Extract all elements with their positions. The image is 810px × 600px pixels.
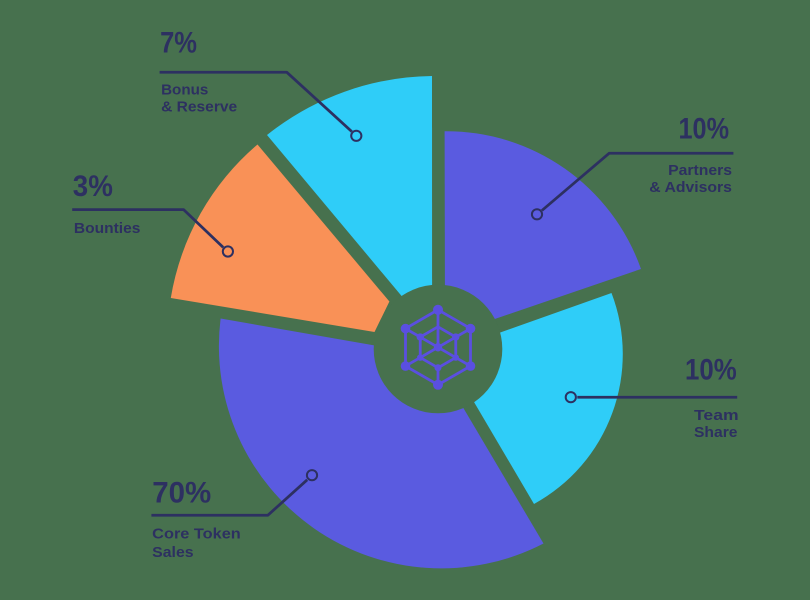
svg-text:Sales: Sales — [152, 545, 193, 561]
svg-text:3%: 3% — [73, 170, 113, 203]
svg-text:10%: 10% — [685, 353, 737, 386]
svg-text:Team: Team — [694, 408, 739, 424]
svg-text:& Advisors: & Advisors — [649, 180, 732, 196]
svg-text:Bonus: Bonus — [161, 82, 208, 98]
svg-text:70%: 70% — [152, 477, 211, 510]
svg-text:Bounties: Bounties — [74, 221, 141, 237]
svg-text:Core Token: Core Token — [152, 526, 241, 542]
svg-text:Partners: Partners — [668, 163, 732, 179]
svg-text:Share: Share — [694, 425, 738, 441]
svg-text:10%: 10% — [679, 113, 730, 146]
svg-text:& Reserve: & Reserve — [161, 99, 237, 115]
svg-text:7%: 7% — [160, 27, 197, 60]
